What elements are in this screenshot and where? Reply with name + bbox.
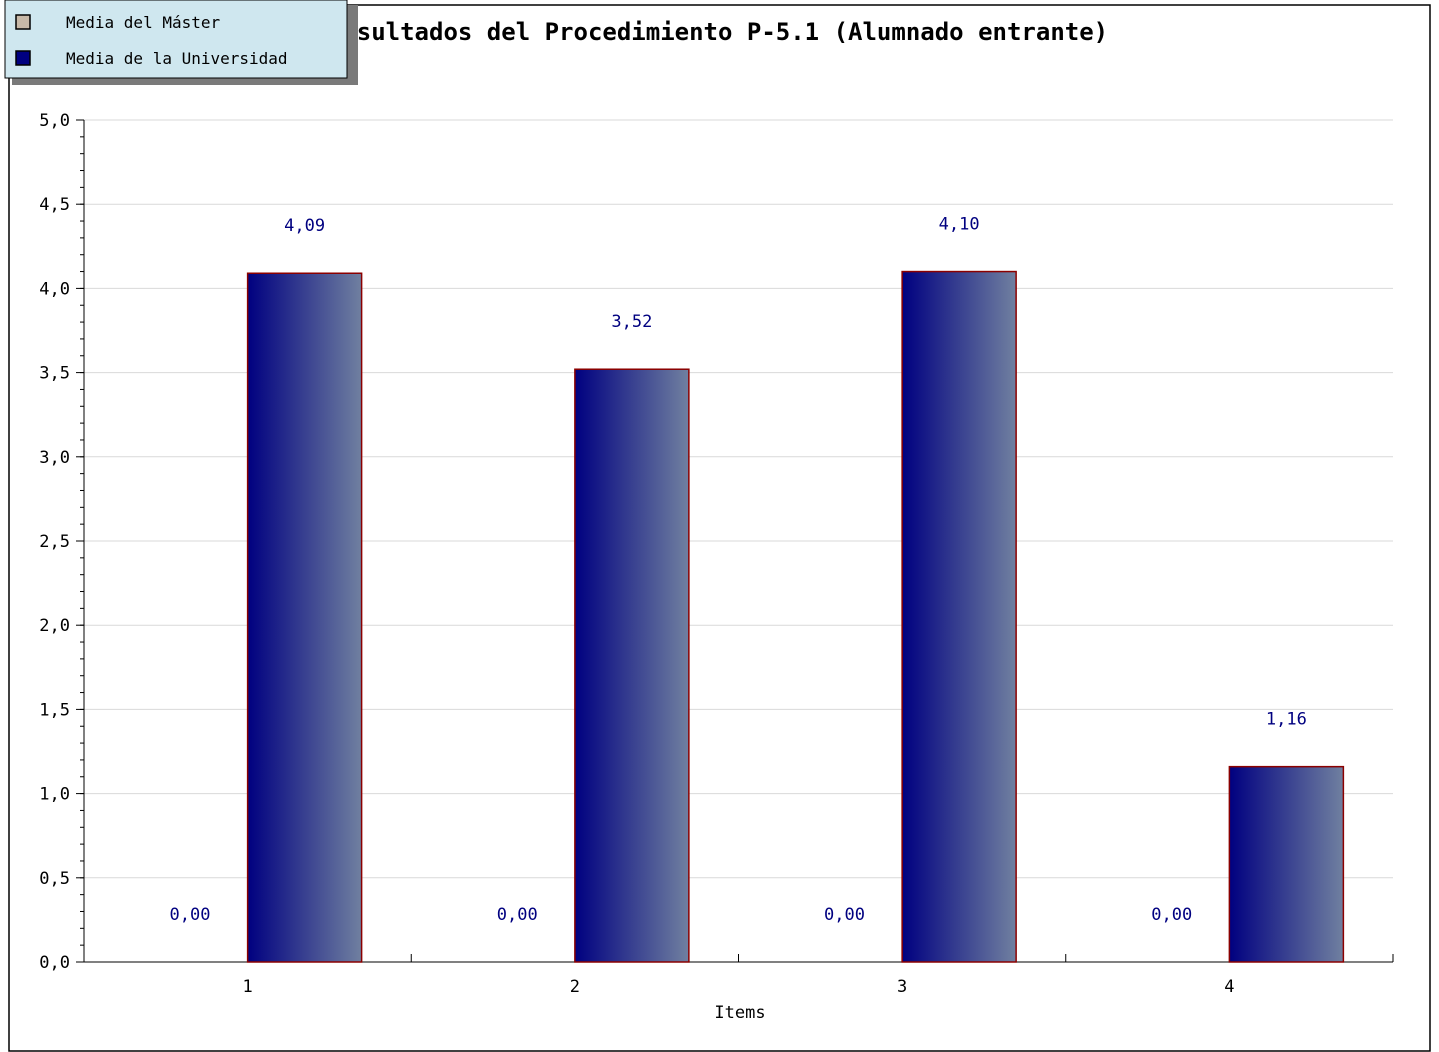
x-tick-label: 1 [243,977,253,997]
y-tick-label: 0,0 [39,953,70,973]
y-tick-label: 3,0 [39,448,70,468]
y-tick-label: 3,5 [39,364,70,384]
chart-frame [8,4,1431,1052]
y-tick-label: 1,0 [39,785,70,805]
legend-label-universidad: Media de la Universidad [66,49,288,68]
y-tick-label: 4,5 [39,195,70,215]
value-label-universidad: 4,10 [939,215,980,235]
legend-swatch-universidad [15,50,31,66]
legend-swatch-master [15,14,31,30]
y-tick-label: 0,5 [39,869,70,889]
y-tick-label: 2,0 [39,616,70,636]
y-tick-label: 2,5 [39,532,70,552]
value-label-master: 0,00 [824,905,865,925]
bar-universidad [901,270,1017,963]
y-tick-label: 5,0 [39,111,70,131]
y-tick-label: 1,5 [39,700,70,720]
value-label-master: 0,00 [1151,905,1192,925]
chart-title: Resultados del Procedimiento P-5.1 (Alum… [328,18,1108,46]
legend: Media del Máster Media de la Universidad [4,0,358,85]
x-axis-label: Items [714,1003,765,1023]
bars [246,270,1345,963]
x-tick-label: 4 [1224,977,1234,997]
bar-universidad [574,368,690,963]
value-labels: 0,00 4,09 0,00 3,52 0,00 4,10 0,00 1,16 [170,215,1307,925]
value-label-universidad: 3,52 [611,312,652,332]
axes: 0,0 0,5 1,0 1,5 2,0 2,5 3,0 3,5 4,0 4,5 5,0 1 2 3 4 [39,111,1394,997]
value-label-master: 0,00 [497,905,538,925]
legend-label-master: Media del Máster [66,13,220,32]
y-tick-label: 4,0 [39,279,70,299]
x-tick-label: 2 [570,977,580,997]
value-label-master: 0,00 [170,905,211,925]
bar-universidad [1228,765,1345,963]
legend-box [4,0,348,79]
value-label-universidad: 4,09 [284,216,325,236]
bar-universidad [246,272,363,963]
value-label-universidad: 1,16 [1266,710,1307,730]
x-tick-label: 3 [897,977,907,997]
